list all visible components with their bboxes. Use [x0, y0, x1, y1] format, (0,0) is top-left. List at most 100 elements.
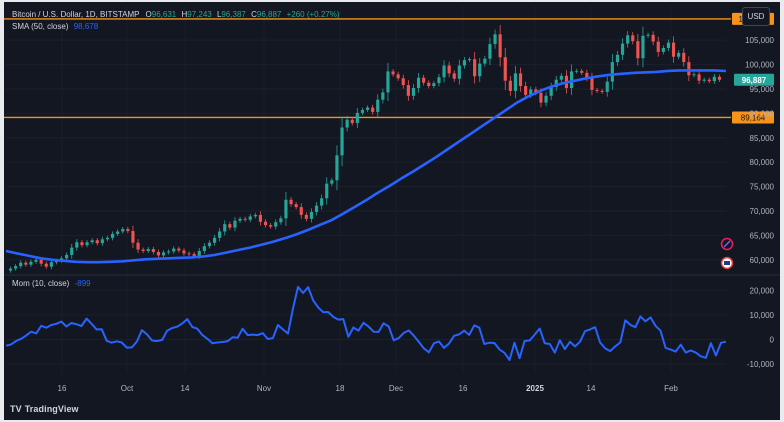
candle-body	[228, 224, 232, 228]
candle-body	[258, 214, 263, 222]
axis-labels: 105,000 100,000 95,000 90,000 85,000 80,000 75…	[58, 36, 775, 393]
candle-body	[483, 58, 487, 64]
price-tick-label: 105,000	[745, 36, 774, 45]
candle-body	[156, 251, 161, 256]
candle-body	[187, 253, 191, 255]
sma-line	[5, 69, 727, 264]
time-tick-label: Oct	[121, 384, 134, 393]
candle-body	[692, 74, 696, 76]
price-tick-label: 75,000	[750, 183, 775, 192]
candle-body	[284, 199, 288, 219]
currency-button[interactable]: USD	[742, 7, 770, 26]
symbol-title[interactable]: Bitcoin / U.S. Dollar, 1D, BITSTAMP	[12, 10, 140, 19]
candle-body	[95, 240, 99, 244]
candle-body	[539, 92, 543, 103]
candle-body	[615, 54, 620, 63]
sma-legend[interactable]: SMA (50, close) 98,678	[12, 22, 98, 31]
time-tick-label: 14	[587, 384, 596, 393]
price-tick-label: 65,000	[750, 231, 775, 240]
candle-body	[513, 73, 518, 91]
grid-lines	[4, 6, 780, 374]
candle-body	[605, 81, 609, 92]
candle-body	[524, 86, 528, 95]
candle-body	[39, 259, 43, 264]
candle-body	[488, 44, 492, 59]
candle-body	[360, 109, 365, 113]
mom-title: Mom (10, close)	[12, 279, 70, 288]
candle-body	[314, 205, 319, 212]
candle-body	[19, 262, 23, 267]
candle-body	[467, 59, 472, 61]
price-tick-label: 70,000	[750, 207, 775, 216]
price-tick-label: 90,000	[750, 109, 775, 118]
price-tick-label: 80,000	[750, 158, 775, 167]
candle-body	[493, 34, 497, 45]
last-price-tag	[734, 73, 774, 86]
momentum-legend[interactable]: Mom (10, close) -899	[12, 279, 91, 288]
sma-value: 98,678	[73, 22, 99, 31]
candle-body	[304, 214, 308, 219]
candle-body	[416, 77, 421, 88]
candle-body	[335, 155, 339, 181]
candle-body	[14, 266, 18, 269]
candle-body	[411, 87, 416, 96]
candle-body	[192, 253, 196, 256]
candle-body	[65, 254, 69, 259]
candle-body	[518, 73, 523, 87]
time-tick-label: Dec	[389, 384, 403, 393]
tradingview-logo[interactable]: TV TradingView	[10, 404, 79, 414]
candle-body	[248, 216, 252, 220]
candle-body	[207, 242, 212, 247]
candle-body	[620, 43, 625, 55]
candle-body	[376, 99, 380, 112]
price-tick-label: 85,000	[750, 134, 775, 143]
candle-body	[197, 251, 201, 256]
time-tick-label: 2025	[526, 384, 544, 393]
candle-body	[712, 76, 716, 82]
candle-body	[427, 82, 431, 87]
price-tick-label: 100,000	[745, 61, 774, 70]
sma-series	[5, 69, 727, 264]
candle-body	[386, 71, 390, 93]
candle-body	[401, 78, 405, 86]
candle-body	[85, 242, 89, 246]
candle-body	[534, 89, 538, 93]
candle-body	[626, 35, 630, 44]
candlestick-series	[8, 25, 722, 273]
event-marker-icon	[720, 237, 734, 251]
candle-body	[350, 119, 354, 124]
candle-body	[702, 79, 706, 81]
candle-body	[442, 65, 446, 78]
candle-body	[294, 204, 298, 208]
candle-body	[457, 65, 461, 79]
open-value: 96,631	[151, 10, 177, 19]
candle-body	[717, 76, 722, 80]
candle-body	[559, 75, 563, 80]
candle-body	[105, 237, 110, 240]
candle-body	[309, 211, 314, 219]
candle-body	[90, 240, 94, 243]
mom-tick-label: 10,000	[750, 311, 775, 320]
candle-body	[167, 251, 171, 253]
candle-body	[182, 250, 186, 254]
candle-body	[330, 180, 334, 184]
candle-body	[299, 207, 303, 215]
candle-body	[345, 119, 349, 128]
candle-body	[656, 41, 660, 52]
candle-body	[544, 95, 548, 103]
candle-body	[437, 77, 441, 84]
momentum-series	[5, 285, 727, 361]
candle-body	[432, 83, 436, 87]
candle-body	[340, 127, 344, 156]
candle-body	[575, 70, 579, 72]
candle-body	[447, 65, 451, 74]
candle-body	[126, 229, 130, 232]
price-tick-label: 60,000	[750, 256, 775, 265]
candle-body	[70, 247, 74, 255]
candle-body	[100, 239, 104, 244]
last-price-label: 96,887	[742, 76, 767, 85]
candle-body	[473, 59, 477, 77]
